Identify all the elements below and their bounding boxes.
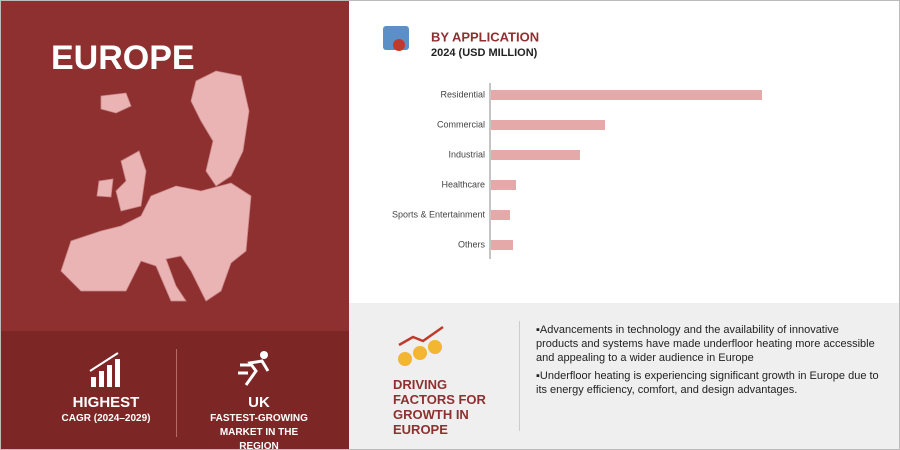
bar (491, 180, 516, 190)
chart-subtitle: 2024 (USD MILLION) (431, 47, 538, 59)
factors-title: DRIVING FACTORS FOR GROWTH IN EUROPE (393, 377, 486, 437)
bar (491, 210, 510, 220)
highlight-subtitle: CAGR (2024–2029) (61, 413, 151, 424)
category-label: Sports & Entertainment (392, 209, 486, 219)
growth-icon (89, 352, 120, 387)
coins-icon (398, 325, 444, 366)
factor-point: Underfloor heating is experiencing signi… (536, 369, 881, 397)
bar (491, 240, 513, 250)
divider (519, 321, 520, 431)
highlight-subtitle: FASTEST-GROWING MARKET IN THE REGION (210, 413, 308, 450)
highlight-title: UK (248, 394, 270, 411)
chart: BY APPLICATION 2024 (USD MILLION) Reside… (383, 26, 762, 259)
category-label: Commercial (437, 119, 485, 129)
category-label: Healthcare (441, 179, 485, 189)
highlight-title: HIGHEST (72, 394, 140, 411)
map-shape (60, 70, 252, 302)
divider (176, 349, 177, 437)
factor-point: Advancements in technology and the avail… (536, 323, 881, 365)
bar (491, 120, 605, 130)
region-title: EUROPE (51, 39, 195, 77)
europe-map (60, 70, 252, 302)
chart-title: BY APPLICATION (431, 29, 539, 44)
bar (491, 90, 762, 100)
runner-icon (238, 351, 270, 386)
bar (491, 150, 580, 160)
category-label: Industrial (448, 149, 485, 159)
chart-icon (393, 39, 405, 51)
category-label: Others (458, 239, 486, 249)
category-label: Residential (440, 89, 485, 99)
left-bottom-panel (1, 331, 349, 449)
